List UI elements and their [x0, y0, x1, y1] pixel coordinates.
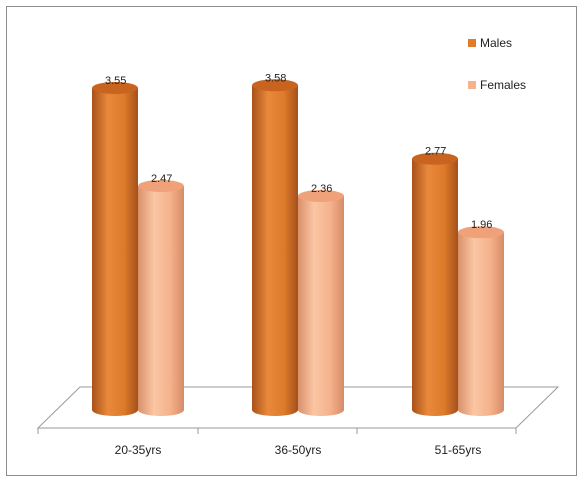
- cylinder-body: [138, 185, 184, 416]
- cylinder-body: [298, 195, 344, 416]
- x-tick-label: 36-50yrs: [275, 443, 322, 457]
- bar-females-1: [298, 189, 344, 416]
- data-label: 3.58: [265, 72, 286, 84]
- data-label: 3.55: [105, 75, 126, 87]
- cylinder-body: [252, 85, 298, 416]
- x-tick-label: 51-65yrs: [435, 443, 482, 457]
- cylinder-top: [92, 82, 138, 94]
- bar-females-0: [138, 179, 184, 416]
- cylinder-top: [252, 79, 298, 92]
- legend-label-females: Females: [480, 78, 526, 92]
- bar-males-2: [412, 152, 458, 416]
- legend: Males Females: [468, 36, 526, 92]
- data-label: 1.96: [471, 219, 492, 231]
- legend-swatch-females: [468, 81, 476, 89]
- cylinder-top: [138, 179, 184, 192]
- cylinder-top: [458, 226, 504, 239]
- bar-males-1: [252, 79, 298, 416]
- bars-group: [92, 79, 504, 416]
- cylinder-body: [92, 88, 138, 416]
- cylinder-top: [298, 189, 344, 202]
- cylinder-body: [458, 232, 504, 416]
- x-tick-label: 20-35yrs: [115, 443, 162, 457]
- data-label: 2.47: [151, 173, 172, 185]
- legend-label-males: Males: [480, 36, 512, 50]
- bar-females-2: [458, 226, 504, 416]
- data-label: 2.36: [311, 183, 332, 195]
- cylinder-body: [412, 158, 458, 416]
- data-label: 2.77: [425, 146, 446, 158]
- legend-swatch-males: [468, 39, 476, 47]
- cylinder-top: [412, 152, 458, 165]
- bar-males-0: [92, 82, 138, 416]
- x-axis: 20-35yrs 36-50yrs 51-65yrs: [37, 428, 517, 457]
- data-labels-group: 3.55 3.58 2.77 2.47 2.36 1.96: [105, 72, 492, 231]
